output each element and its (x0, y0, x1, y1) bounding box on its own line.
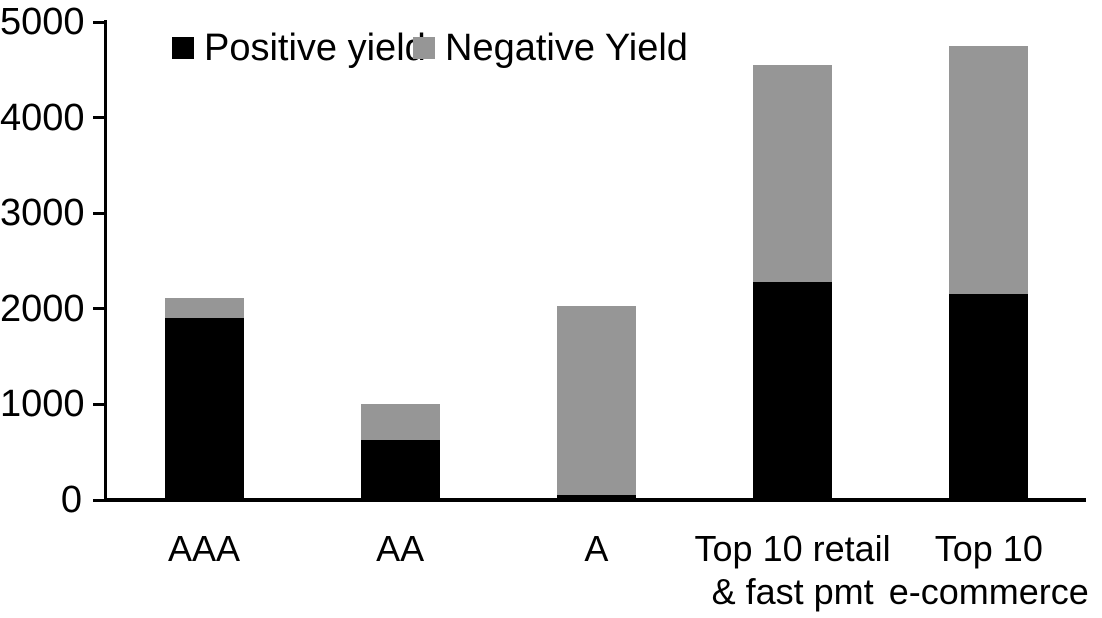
x-axis-label-line: A (584, 528, 609, 569)
y-tick-label: 5000 (0, 1, 85, 43)
x-axis-label: Top 10 e-commerce (869, 527, 1102, 613)
y-tick-mark (93, 498, 106, 502)
x-axis-label: A (476, 527, 716, 570)
y-tick-label: 4000 (0, 96, 85, 139)
legend-item-negative-yield: Negative Yield (413, 28, 688, 68)
bar-segment-positive (949, 294, 1029, 500)
bar-segment-negative (949, 45, 1029, 295)
y-tick-label: 0 (60, 479, 82, 521)
legend-item-positive-yield: Positive yield (172, 28, 426, 68)
legend-label-positive-yield: Positive yield (204, 27, 426, 69)
y-tick-label: 3000 (0, 192, 85, 235)
x-axis-label-line: Top 10 (934, 528, 1043, 569)
bar-segment-positive (753, 282, 833, 500)
y-tick-mark (93, 116, 106, 120)
bar-segment-positive (556, 495, 636, 500)
x-axis-label-line: AA (376, 528, 425, 569)
legend-swatch-positive-yield-icon (172, 37, 194, 59)
x-axis-label-line: Top 10 retail (694, 528, 891, 569)
y-tick-label: 1000 (0, 383, 85, 426)
x-axis-label-line: & fast pmt (711, 571, 874, 612)
bar-segment-negative (556, 305, 636, 496)
bar-segment-negative (753, 65, 833, 283)
y-tick-mark (93, 307, 106, 311)
x-axis-label: AAA (84, 527, 324, 570)
x-axis-label: AA (280, 527, 520, 570)
y-tick-mark (93, 211, 106, 215)
bar-segment-positive (360, 439, 440, 500)
y-tick-mark (93, 402, 106, 406)
bar-segment-negative (360, 404, 440, 440)
bar-segment-positive (164, 318, 244, 500)
y-tick-mark (93, 20, 106, 24)
chart-legend: Positive yield Negative Yield (0, 0, 1102, 70)
legend-swatch-negative-yield-icon (413, 37, 435, 59)
x-axis-label-line: e-commerce (888, 571, 1089, 612)
legend-label-negative-yield: Negative Yield (445, 27, 688, 69)
y-axis-line (104, 20, 107, 502)
x-axis-label: Top 10 retail & fast pmt (673, 527, 913, 613)
y-tick-label: 2000 (0, 287, 85, 330)
x-axis-label-line: AAA (167, 528, 241, 569)
x-axis-line (104, 498, 1086, 502)
bar-segment-negative (164, 298, 244, 319)
